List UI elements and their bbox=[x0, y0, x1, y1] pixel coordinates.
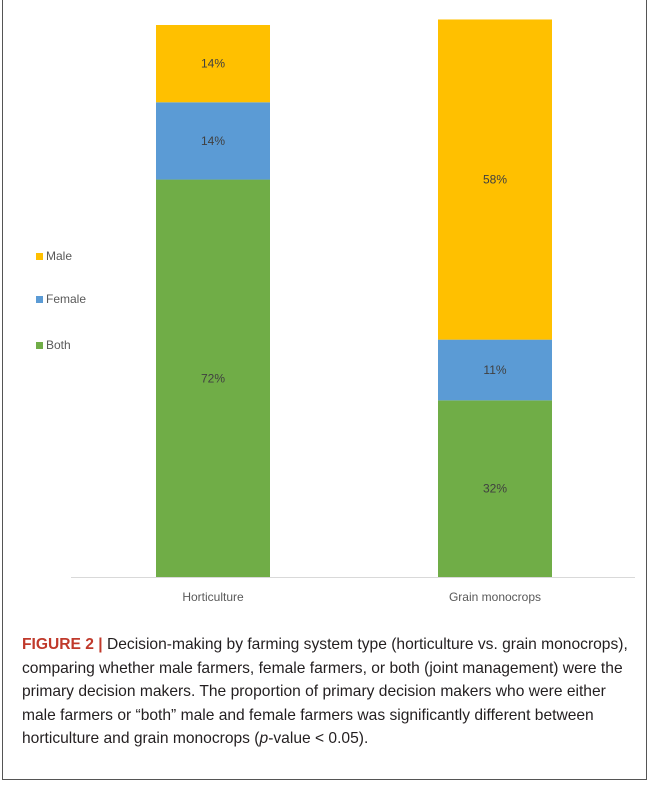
data-label-horticulture-both: 72% bbox=[201, 371, 225, 385]
bar-segment-grain-monocrops-female bbox=[438, 339, 552, 401]
legend-swatch-male bbox=[36, 253, 43, 260]
bar-segment-horticulture-female bbox=[156, 102, 270, 180]
bar-segment-grain-monocrops-both bbox=[438, 400, 552, 577]
data-label-grain-monocrops-female: 11% bbox=[483, 363, 506, 377]
legend-swatch-both bbox=[36, 342, 43, 349]
legend-label-female: Female bbox=[46, 292, 86, 306]
bar-segment-horticulture-both bbox=[156, 179, 270, 577]
caption-pvalue-rest: -value < 0.05). bbox=[268, 730, 369, 747]
data-label-grain-monocrops-male: 58% bbox=[483, 173, 507, 187]
legend-label-both: Both bbox=[46, 338, 71, 352]
legend-label-male: Male bbox=[46, 249, 72, 263]
data-label-horticulture-female: 14% bbox=[201, 134, 225, 148]
data-label-grain-monocrops-both: 32% bbox=[483, 482, 507, 496]
data-label-horticulture-male: 14% bbox=[201, 57, 225, 71]
bar-segment-horticulture-male bbox=[156, 25, 270, 103]
stacked-bar-chart: 72% 14% 14% Horticulture 32% 11% 58% Grain mono… bbox=[36, 19, 635, 604]
caption-text: Decision-making by farming system type (… bbox=[22, 636, 628, 747]
x-tick-label-grain-monocrops: Grain monocrops bbox=[449, 590, 541, 604]
figure-caption: FIGURE 2 | Decision-making by farming sy… bbox=[22, 633, 634, 751]
legend-swatch-female bbox=[36, 296, 43, 303]
figure-frame bbox=[2, 0, 647, 780]
bar-segment-grain-monocrops-male bbox=[438, 19, 552, 340]
x-tick-label-horticulture: Horticulture bbox=[182, 590, 244, 604]
caption-pvalue-symbol: p bbox=[259, 730, 269, 747]
caption-lead: FIGURE 2 | bbox=[22, 636, 103, 653]
